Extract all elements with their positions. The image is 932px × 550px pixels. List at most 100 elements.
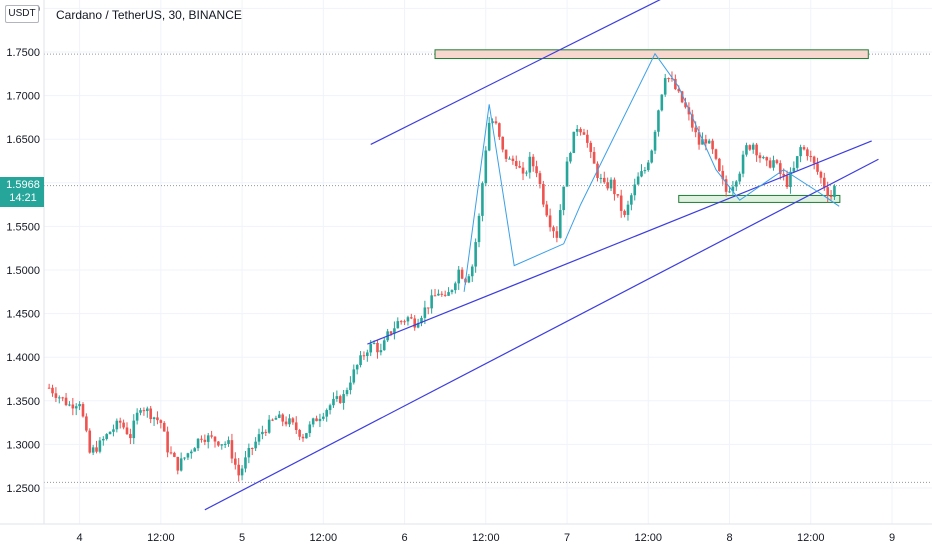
last-price-label: 1.5968 (6, 178, 40, 191)
candle-body (728, 191, 731, 193)
price-axis-background (0, 0, 44, 550)
candle-body (345, 390, 349, 395)
candle-body (88, 430, 92, 453)
candle-body (616, 194, 620, 196)
candle-body (734, 181, 738, 187)
candle-body (423, 307, 427, 318)
candle-body (372, 342, 376, 344)
time-tick-label: 5 (239, 532, 245, 544)
candle-body (125, 427, 129, 435)
time-tick-label: 12:00 (635, 532, 663, 544)
candle-body (426, 307, 430, 309)
candle-body (61, 397, 64, 399)
price-tick-label: 1.2500 (6, 483, 40, 495)
candle-body (772, 160, 775, 168)
candle-body (206, 435, 210, 442)
candle-body (690, 114, 694, 128)
support-zone[interactable] (678, 194, 841, 203)
candle-body (755, 144, 758, 156)
price-tick-label: 1.7500 (6, 47, 40, 59)
candle-body (369, 343, 373, 353)
candle-body (792, 167, 796, 172)
candle-body (558, 210, 562, 238)
candle-body (707, 140, 711, 144)
candle-body (54, 393, 58, 398)
candle-body (823, 177, 826, 188)
candle-body (812, 156, 816, 164)
trendline-drawings[interactable] (204, 0, 879, 511)
candle-body (447, 292, 450, 296)
candle-body (826, 187, 829, 196)
mid-trendline-line[interactable] (367, 140, 872, 345)
price-tick-label: 1.4000 (6, 352, 40, 364)
time-tick-label: 7 (564, 532, 570, 544)
candle-body (687, 107, 691, 115)
candle-body (653, 131, 657, 151)
candle-body (98, 440, 102, 452)
candle-body (809, 156, 813, 158)
candle-body (142, 410, 146, 412)
candle-body (112, 429, 115, 432)
candle-body (284, 421, 288, 425)
candle-body (166, 431, 169, 453)
candle-body (85, 416, 88, 431)
candle-body (406, 317, 410, 322)
candle-body (484, 150, 488, 184)
candle-body (806, 149, 809, 157)
candle-body (816, 163, 819, 172)
candle-body (156, 417, 159, 421)
candle-body (430, 295, 433, 309)
candle-body (460, 269, 464, 279)
zigzag-line[interactable] (463, 52, 840, 292)
candle-body (318, 418, 322, 422)
candle-body (315, 418, 318, 422)
time-tick-label: 8 (726, 532, 732, 544)
candle-body (589, 142, 593, 152)
candle-body (349, 382, 352, 391)
candle-body (203, 439, 207, 442)
candle-body (399, 321, 403, 323)
candle-body (91, 447, 95, 453)
time-tick-label: 12:00 (310, 532, 338, 544)
candle-body (785, 175, 789, 188)
candle-body (305, 433, 308, 439)
candle-body (146, 408, 149, 412)
lower-trendline-line[interactable] (204, 158, 879, 511)
candle-body (237, 464, 240, 476)
time-axis-background (0, 524, 932, 550)
candle-body (677, 89, 681, 92)
candle-body (396, 321, 400, 329)
resistance-zone[interactable] (434, 49, 869, 60)
upper-channel-line[interactable] (370, 0, 781, 145)
candle-body (481, 183, 484, 216)
currency-button[interactable]: USDT (5, 5, 39, 23)
candle-body (355, 365, 359, 370)
candle-body (684, 102, 687, 108)
candle-body (301, 436, 305, 439)
candle-body (332, 398, 335, 406)
candle-body (450, 290, 454, 293)
candle-body (518, 166, 521, 168)
zigzag-pattern-drawing[interactable] (463, 52, 840, 292)
candle-body (271, 419, 274, 421)
candle-body (173, 452, 176, 457)
candle-body (470, 266, 474, 277)
time-tick-label: 12:00 (147, 532, 175, 544)
candle-body (437, 293, 440, 296)
candle-body (542, 184, 545, 205)
drawn-zones[interactable] (434, 49, 869, 203)
candle-body (382, 340, 386, 351)
candle-body (122, 422, 125, 428)
candle-body (257, 434, 261, 442)
candle-body (789, 171, 792, 188)
candle-body (288, 418, 291, 425)
candle-body (325, 410, 329, 417)
candle-body (498, 123, 501, 137)
candle-body (619, 195, 623, 211)
candle-body (115, 420, 119, 430)
candle-body (234, 458, 237, 465)
candle-body (267, 419, 271, 433)
candle-body (650, 150, 653, 163)
candle-body (132, 420, 136, 439)
